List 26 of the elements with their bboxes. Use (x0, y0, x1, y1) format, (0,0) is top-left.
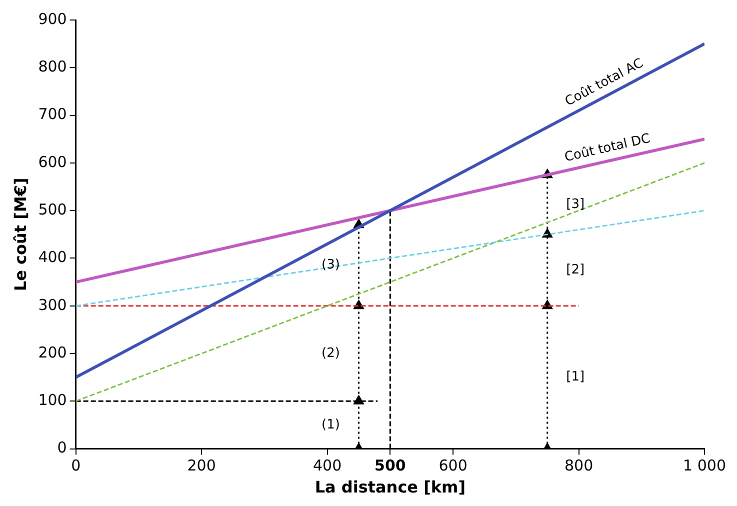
y-tick-label: 500 (38, 200, 67, 218)
y-axis-title: Le coût [M€] (10, 178, 30, 292)
text: Coût total DC (563, 131, 652, 166)
y-tick-label: 300 (38, 296, 67, 314)
annotation: (2) (322, 346, 340, 361)
y-tick-label: 0 (57, 438, 67, 457)
x-tick-label: 400 (312, 456, 342, 475)
annotation: (1) (322, 417, 340, 432)
x-tick-label: 600 (438, 456, 468, 475)
x-tick-label: 200 (187, 456, 216, 475)
y-tick-label: 200 (38, 343, 67, 362)
y-tick-label: 700 (38, 105, 67, 124)
y-tick-label: 800 (38, 58, 67, 76)
y-tick-label: 400 (38, 248, 67, 266)
annotation: [1] (566, 370, 585, 385)
text: Coût total AC (562, 56, 646, 110)
y-tick-label: 900 (38, 10, 67, 28)
x-tick-label: 1 000 (683, 456, 726, 475)
annotation: [3] (566, 196, 585, 212)
x-tick-label: 800 (564, 456, 594, 475)
annotation: [2] (566, 262, 585, 278)
x-tick-label: 0 (71, 456, 81, 475)
x-axis-title: La distance [km] (314, 478, 466, 497)
x-tick-label: 500 (374, 456, 406, 475)
y-tick-label: 100 (38, 391, 67, 410)
y-tick-label: 600 (38, 152, 67, 171)
